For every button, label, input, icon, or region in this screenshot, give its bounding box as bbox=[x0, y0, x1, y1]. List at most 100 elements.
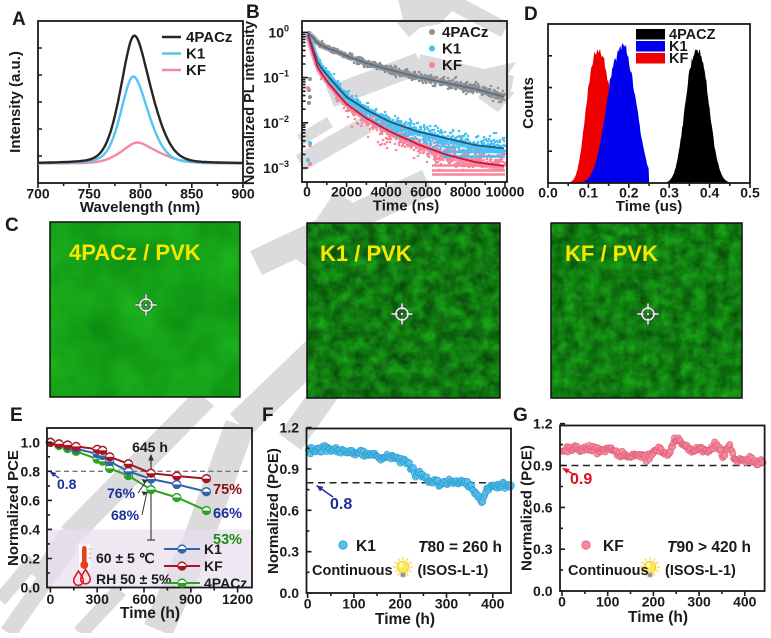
svg-text:0.8: 0.8 bbox=[330, 496, 352, 513]
svg-text:4PACz / PVK: 4PACz / PVK bbox=[69, 240, 201, 265]
svg-text:0.9: 0.9 bbox=[280, 461, 300, 477]
svg-text:Normalized PL intensity: Normalized PL intensity bbox=[242, 21, 258, 185]
svg-text:0.1: 0.1 bbox=[579, 185, 599, 201]
svg-text:D: D bbox=[524, 4, 538, 25]
svg-text:6000: 6000 bbox=[410, 184, 441, 200]
svg-text:4000: 4000 bbox=[371, 184, 402, 200]
svg-text:66%: 66% bbox=[213, 506, 242, 522]
svg-text:K1: K1 bbox=[204, 541, 222, 557]
svg-text:(ISOS-L-1): (ISOS-L-1) bbox=[665, 563, 736, 579]
svg-text:E: E bbox=[10, 405, 23, 426]
svg-text:K1: K1 bbox=[442, 41, 461, 58]
svg-text:76%: 76% bbox=[107, 485, 136, 501]
svg-text:400: 400 bbox=[733, 593, 757, 609]
svg-text:1.2: 1.2 bbox=[280, 420, 300, 436]
svg-text:Normalized (PCE): Normalized (PCE) bbox=[519, 445, 536, 571]
svg-text:1200: 1200 bbox=[222, 591, 253, 607]
svg-text:900: 900 bbox=[231, 186, 255, 202]
svg-text:850: 850 bbox=[180, 186, 204, 202]
svg-text:0.5: 0.5 bbox=[740, 185, 760, 201]
svg-text:Normalized PCE: Normalized PCE bbox=[5, 450, 22, 566]
svg-text:100: 100 bbox=[342, 595, 366, 611]
svg-text:4PACz: 4PACz bbox=[204, 575, 247, 591]
svg-text:0.0: 0.0 bbox=[538, 185, 558, 201]
svg-text:K1: K1 bbox=[186, 46, 205, 63]
svg-text:(ISOS-L-1): (ISOS-L-1) bbox=[418, 563, 489, 579]
svg-text:100: 100 bbox=[596, 593, 620, 609]
svg-text:4PACZ: 4PACZ bbox=[669, 27, 716, 43]
svg-text:60 ± 5 ℃: 60 ± 5 ℃ bbox=[96, 550, 155, 566]
svg-text:0.2: 0.2 bbox=[619, 185, 639, 201]
svg-text:200: 200 bbox=[389, 595, 413, 611]
svg-text:2000: 2000 bbox=[331, 184, 362, 200]
svg-text:0.9: 0.9 bbox=[570, 471, 592, 488]
svg-text:G: G bbox=[513, 405, 528, 426]
svg-text:300: 300 bbox=[86, 591, 110, 607]
svg-text:8000: 8000 bbox=[450, 184, 481, 200]
svg-text:K1: K1 bbox=[669, 39, 688, 55]
svg-text:0: 0 bbox=[303, 184, 311, 200]
svg-text:750: 750 bbox=[78, 186, 102, 202]
svg-text:645 h: 645 h bbox=[132, 439, 168, 455]
svg-text:0.6: 0.6 bbox=[21, 492, 41, 508]
svg-text:Time (h): Time (h) bbox=[120, 605, 180, 622]
svg-text:0.8: 0.8 bbox=[57, 476, 77, 492]
svg-text:KF: KF bbox=[186, 62, 206, 79]
svg-text:0.2: 0.2 bbox=[21, 551, 41, 567]
svg-text:KF: KF bbox=[669, 51, 688, 67]
svg-text:1.0: 1.0 bbox=[21, 434, 41, 450]
svg-text:Time (h): Time (h) bbox=[375, 611, 435, 628]
svg-text:Time (ns): Time (ns) bbox=[373, 198, 439, 215]
svg-text:10000: 10000 bbox=[486, 184, 525, 200]
svg-text:68%: 68% bbox=[111, 507, 140, 523]
svg-text:4PACz: 4PACz bbox=[442, 24, 488, 41]
svg-text:Counts: Counts bbox=[520, 77, 537, 129]
svg-text:600: 600 bbox=[132, 591, 156, 607]
svg-text:0.0: 0.0 bbox=[21, 580, 41, 596]
svg-text:0.6: 0.6 bbox=[533, 499, 553, 515]
svg-text:0: 0 bbox=[558, 593, 566, 609]
svg-text:0.8: 0.8 bbox=[21, 463, 41, 479]
svg-text:0.3: 0.3 bbox=[533, 541, 553, 557]
svg-text:100: 100 bbox=[268, 23, 289, 40]
svg-text:Normalized (PCE): Normalized (PCE) bbox=[265, 448, 282, 574]
svg-text:0: 0 bbox=[47, 591, 55, 607]
svg-text:0.0: 0.0 bbox=[280, 585, 300, 601]
svg-text:400: 400 bbox=[481, 595, 505, 611]
svg-text:F: F bbox=[262, 405, 274, 426]
svg-text:KF: KF bbox=[603, 538, 624, 555]
svg-text:Time (us): Time (us) bbox=[616, 198, 682, 215]
svg-text:0.3: 0.3 bbox=[659, 185, 679, 201]
svg-text:53%: 53% bbox=[213, 532, 242, 548]
svg-text:0.9: 0.9 bbox=[533, 458, 553, 474]
svg-text:Continuous: Continuous bbox=[568, 563, 649, 579]
svg-text:900: 900 bbox=[179, 591, 203, 607]
svg-text:0.4: 0.4 bbox=[700, 185, 720, 201]
svg-text:KF / PVK: KF / PVK bbox=[565, 241, 658, 266]
svg-text:Time (h): Time (h) bbox=[628, 609, 688, 626]
svg-text:T80 = 260 h: T80 = 260 h bbox=[418, 539, 502, 556]
svg-text:Intensity (a.u.): Intensity (a.u.) bbox=[7, 51, 24, 153]
svg-text:75%: 75% bbox=[213, 482, 242, 498]
svg-text:Continuous: Continuous bbox=[312, 563, 393, 579]
svg-text:200: 200 bbox=[642, 593, 666, 609]
svg-text:1.2: 1.2 bbox=[533, 416, 553, 432]
svg-text:T90 > 420 h: T90 > 420 h bbox=[667, 539, 751, 556]
svg-text:0.4: 0.4 bbox=[21, 521, 41, 537]
svg-text:300: 300 bbox=[435, 595, 459, 611]
svg-text:RH 50 ± 5%: RH 50 ± 5% bbox=[96, 571, 172, 587]
svg-text:Wavelength (nm): Wavelength (nm) bbox=[80, 199, 200, 216]
svg-text:C: C bbox=[5, 215, 19, 236]
svg-text:0.0: 0.0 bbox=[533, 583, 553, 599]
svg-text:4PACz: 4PACz bbox=[186, 29, 232, 46]
svg-text:K1 / PVK: K1 / PVK bbox=[320, 241, 412, 266]
svg-text:K1: K1 bbox=[356, 538, 376, 555]
svg-text:700: 700 bbox=[26, 186, 50, 202]
svg-text:300: 300 bbox=[687, 593, 711, 609]
svg-text:A: A bbox=[12, 9, 26, 30]
svg-text:800: 800 bbox=[129, 186, 153, 202]
svg-text:KF: KF bbox=[442, 57, 462, 74]
svg-text:KF: KF bbox=[204, 558, 223, 574]
svg-text:B: B bbox=[246, 2, 260, 23]
svg-text:0.6: 0.6 bbox=[280, 502, 300, 518]
